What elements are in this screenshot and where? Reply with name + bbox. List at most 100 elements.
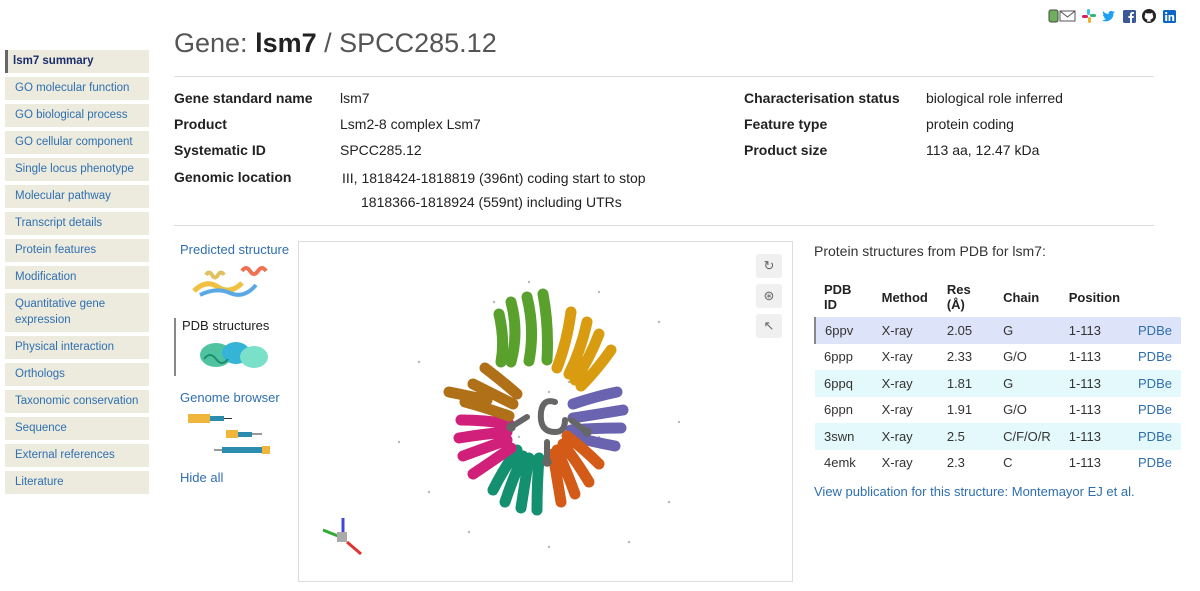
pdb-method: X-ray [881, 402, 913, 418]
sidebar-item-go-biological-process[interactable]: GO biological process [5, 104, 149, 127]
structure-nav: Predicted structure PDB structures Genom… [174, 242, 296, 485]
characterisation-status-value: biological role inferred [926, 90, 1063, 106]
sidebar-item-quantitative-gene-expression[interactable]: Quantitative gene expression [5, 293, 149, 332]
pdb-position: 1-113 [1068, 455, 1102, 471]
pdbe-link[interactable]: PDBe [1138, 322, 1172, 338]
hide-all-link[interactable]: Hide all [180, 470, 224, 485]
genomic-location-line2: 1818366-1818924 (559nt) including UTRs [361, 194, 622, 210]
column-header: Method [881, 289, 928, 305]
sidebar-item-orthologs[interactable]: Orthologs [5, 363, 149, 386]
pdb-chain: G/O [1003, 349, 1027, 365]
pdb-chain: G/O [1003, 402, 1027, 418]
publication-link[interactable]: View publication for this structure: Mon… [814, 484, 1135, 499]
predicted-structure-link[interactable]: Predicted structure [180, 242, 290, 257]
sidebar-item-sequence[interactable]: Sequence [5, 417, 149, 440]
sidebar-item-go-cellular-component[interactable]: GO cellular component [5, 131, 149, 154]
pdbe-link[interactable]: PDBe [1138, 375, 1172, 391]
slack-icon[interactable] [1082, 9, 1096, 23]
product-label: Product [174, 116, 227, 132]
sidebar-item-taxonomic-conservation[interactable]: Taxonomic conservation [5, 390, 149, 413]
pdb-id: 6ppp [824, 349, 853, 365]
pdb-id: 3swn [815, 423, 873, 450]
pdb-resolution: 1.81 [937, 370, 995, 397]
feature-type-label: Feature type [744, 116, 828, 132]
sidebar-nav: lsm7 summary GO molecular function GO bi… [5, 50, 149, 498]
social-links [1048, 9, 1176, 23]
protein-structure-render[interactable] [299, 242, 793, 582]
pdb-chain: G [994, 370, 1060, 397]
predicted-structure-thumbnail[interactable] [186, 261, 296, 306]
pdbe-link[interactable]: PDBe [1138, 402, 1172, 418]
title-suffix: / SPCC285.12 [316, 28, 497, 58]
gene-standard-name-label: Gene standard name [174, 90, 313, 106]
pdb-resolution: 2.05 [937, 317, 995, 344]
table-row[interactable]: 6ppv X-ray 2.05 G 1-113 PDBe [814, 317, 1181, 344]
pdbe-link[interactable]: PDBe [1138, 455, 1172, 471]
pdb-method: X-ray [872, 370, 938, 397]
pdb-position: 1-113 [1059, 370, 1130, 397]
column-header: PDB ID [824, 282, 852, 312]
sidebar-item-molecular-pathway[interactable]: Molecular pathway [5, 185, 149, 208]
sidebar-item-summary[interactable]: lsm7 summary [5, 50, 149, 73]
table-row[interactable]: 3swn X-ray 2.5 C/F/O/R 1-113 PDBe [815, 423, 1181, 450]
pdb-id: 6ppq [815, 370, 873, 397]
product-value: Lsm2-8 complex Lsm7 [340, 116, 481, 132]
pdb-id: 4emk [824, 455, 856, 471]
sidebar-item-literature[interactable]: Literature [5, 471, 149, 494]
sidebar-item-go-molecular-function[interactable]: GO molecular function [5, 77, 149, 100]
twitter-icon[interactable] [1102, 9, 1116, 23]
table-row[interactable]: 4emk X-ray 2.3 C 1-113 PDBe [815, 450, 1181, 477]
pdb-chain: C [1003, 455, 1013, 471]
table-row[interactable]: 6ppp X-ray 2.33 G/O 1-113 PDBe [815, 344, 1181, 371]
pdb-resolution: 1.91 [946, 402, 973, 418]
product-size-label: Product size [744, 142, 828, 158]
pdb-resolution: 2.3 [946, 455, 965, 471]
pdb-structure-thumbnail [196, 337, 296, 376]
pdb-structures-tab[interactable]: PDB structures [174, 318, 296, 376]
pdb-id: 6ppn [824, 402, 853, 418]
pdb-method: X-ray [872, 423, 938, 450]
genome-browser-thumbnail[interactable] [186, 409, 296, 462]
reset-view-icon[interactable]: ↻ [756, 254, 782, 278]
pdb-position: 1-113 [1059, 317, 1130, 344]
sidebar-item-external-references[interactable]: External references [5, 444, 149, 467]
pdb-structures-label: PDB structures [182, 318, 270, 333]
pdb-id: 6ppv [814, 317, 873, 344]
pdb-method: X-ray [881, 349, 913, 365]
pdb-chain: C/F/O/R [994, 423, 1060, 450]
axes-gizmo [322, 518, 362, 556]
mail-icon[interactable] [1048, 9, 1076, 23]
pdb-chain: G [994, 317, 1060, 344]
genomic-location-label: Genomic location [174, 169, 292, 185]
pdbe-link[interactable]: PDBe [1138, 428, 1172, 444]
sidebar-item-physical-interaction[interactable]: Physical interaction [5, 336, 149, 359]
genome-browser-link[interactable]: Genome browser [180, 390, 280, 405]
title-prefix: Gene: [174, 28, 256, 58]
linkedin-icon[interactable] [1162, 9, 1176, 23]
github-icon[interactable] [1142, 9, 1156, 23]
table-header-row: PDB ID Method Res (Å) Chain Position [815, 276, 1181, 317]
pdb-method: X-ray [881, 455, 913, 471]
pdbe-link[interactable]: PDBe [1138, 349, 1172, 365]
sidebar-item-protein-features[interactable]: Protein features [5, 239, 149, 262]
select-cursor-icon[interactable]: ↖ [756, 314, 782, 338]
pdb-resolution: 2.5 [937, 423, 995, 450]
pdb-position: 1-113 [1068, 402, 1102, 418]
sidebar-item-transcript-details[interactable]: Transcript details [5, 212, 149, 235]
sidebar-item-single-locus-phenotype[interactable]: Single locus phenotype [5, 158, 149, 181]
spin-icon[interactable]: ⊛ [756, 284, 782, 308]
gene-standard-name-value: lsm7 [340, 90, 370, 106]
structure-viewer[interactable]: ↻ ⊛ ↖ [298, 241, 793, 582]
facebook-icon[interactable] [1122, 9, 1136, 23]
table-row[interactable]: 6ppn X-ray 1.91 G/O 1-113 PDBe [815, 397, 1181, 424]
systematic-id-value: SPCC285.12 [340, 142, 422, 158]
table-row[interactable]: 6ppq X-ray 1.81 G 1-113 PDBe [815, 370, 1181, 397]
systematic-id-label: Systematic ID [174, 142, 266, 158]
divider [174, 76, 1154, 77]
sidebar-item-modification[interactable]: Modification [5, 266, 149, 289]
divider [174, 225, 1154, 226]
feature-type-value: protein coding [926, 116, 1014, 132]
genomic-location-line1: III, 1818424-1818819 (396nt) coding star… [342, 170, 646, 186]
column-header: Chain [1003, 289, 1040, 305]
characterisation-status-label: Characterisation status [744, 90, 900, 106]
